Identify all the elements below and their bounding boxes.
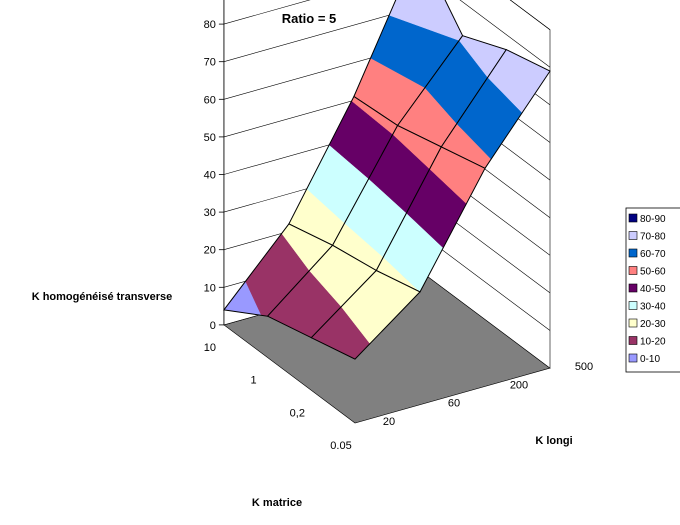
- legend-swatch: [628, 301, 638, 310]
- legend-swatch: [628, 353, 638, 363]
- legend-label: 0-10: [640, 354, 660, 365]
- z-tick-label: 10: [204, 282, 216, 294]
- z-axis-title: K homogénéisé transverse: [32, 291, 173, 303]
- legend: 80-90 70-80 60-70 50-60 40-50 30-40 20-30 10-20…: [625, 207, 680, 373]
- legend-label: 50-60: [640, 267, 666, 278]
- x-axis-title: K matrice: [252, 497, 302, 509]
- x-tick-label: 0.05: [330, 440, 351, 452]
- legend-swatch: [628, 318, 638, 328]
- legend-swatch: [628, 231, 638, 240]
- y-axis-title: K longi: [535, 435, 572, 447]
- x-tick-label: 0,2: [290, 407, 305, 419]
- z-tick-label: 30: [204, 207, 216, 219]
- legend-label: 10-20: [640, 337, 666, 348]
- legend-swatch: [628, 336, 638, 345]
- legend-swatch: [628, 266, 638, 275]
- z-tick-label: 70: [204, 57, 216, 69]
- legend-label: 30-40: [640, 302, 666, 313]
- z-tick-label: 50: [204, 132, 216, 144]
- legend-label: 40-50: [640, 284, 666, 295]
- x-tick-label: 1: [251, 375, 257, 387]
- gridline: [223, 0, 551, 68]
- x-tick-label: 10: [204, 342, 216, 354]
- y-tick-label: 200: [510, 379, 528, 391]
- legend-label: 80-90: [640, 214, 666, 225]
- y-tick-label: 20: [383, 416, 395, 428]
- y-tick-label: 500: [575, 361, 593, 373]
- chart-title: Ratio = 5: [282, 11, 337, 26]
- legend-swatch: [628, 248, 638, 258]
- legend-swatch: [628, 213, 638, 223]
- surface-cell: [310, 269, 421, 360]
- z-tick-label: 60: [204, 94, 216, 106]
- z-tick-label: 40: [204, 170, 216, 182]
- surface-plot: [222, 0, 551, 360]
- z-tick-label: 80: [204, 19, 216, 31]
- legend-label: 20-30: [640, 319, 666, 330]
- y-tick-label: 60: [448, 398, 460, 410]
- legend-label: 70-80: [640, 232, 666, 243]
- z-tick-label: 20: [204, 245, 216, 257]
- legend-swatch: [628, 283, 638, 293]
- z-tick-label: 0: [210, 320, 216, 332]
- legend-label: 60-70: [640, 249, 666, 260]
